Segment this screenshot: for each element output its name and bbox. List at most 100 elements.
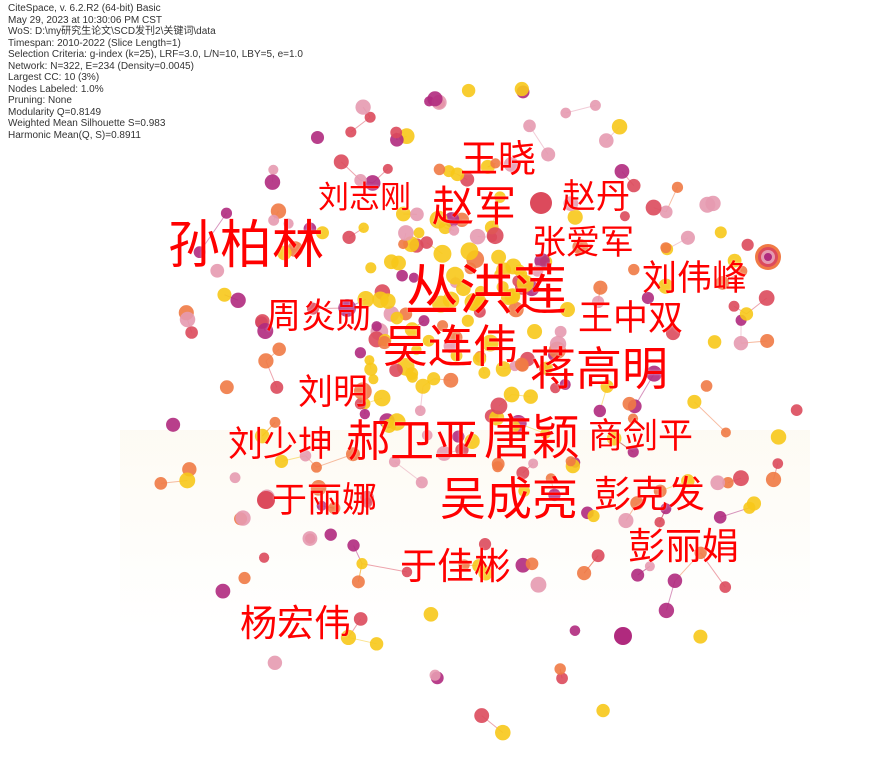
network-node[interactable] bbox=[645, 199, 662, 216]
network-node[interactable] bbox=[450, 167, 465, 182]
network-node[interactable] bbox=[299, 449, 312, 462]
network-node[interactable] bbox=[736, 265, 748, 277]
network-node[interactable] bbox=[272, 342, 286, 357]
network-node[interactable] bbox=[415, 378, 431, 394]
network-node[interactable] bbox=[486, 227, 504, 245]
network-node[interactable] bbox=[328, 502, 341, 515]
network-node[interactable] bbox=[354, 174, 367, 187]
network-node[interactable] bbox=[395, 206, 411, 222]
network-node[interactable] bbox=[405, 367, 419, 380]
network-node[interactable] bbox=[572, 239, 589, 256]
network-node[interactable] bbox=[494, 269, 505, 280]
network-node[interactable] bbox=[523, 389, 538, 404]
network-node[interactable] bbox=[342, 230, 356, 244]
network-node[interactable] bbox=[401, 566, 413, 578]
network-node[interactable] bbox=[481, 334, 499, 352]
node-label[interactable]: 丛洪莲 bbox=[405, 259, 567, 322]
network-node[interactable] bbox=[154, 477, 168, 490]
network-node[interactable] bbox=[527, 324, 543, 340]
network-node[interactable] bbox=[423, 606, 439, 622]
network-node[interactable] bbox=[560, 107, 572, 119]
network-node[interactable] bbox=[269, 416, 281, 428]
network-node[interactable] bbox=[455, 443, 469, 457]
network-node[interactable] bbox=[550, 382, 561, 394]
network-node[interactable] bbox=[491, 249, 507, 265]
node-label[interactable]: 郝卫亚 bbox=[346, 416, 478, 467]
node-label[interactable]: 刘明 bbox=[298, 373, 369, 413]
network-node[interactable] bbox=[563, 196, 579, 212]
network-node[interactable] bbox=[739, 307, 754, 321]
network-node[interactable] bbox=[715, 275, 730, 290]
network-node[interactable] bbox=[357, 290, 375, 308]
node-label[interactable]: 周炎勋 bbox=[266, 297, 372, 337]
network-node[interactable] bbox=[373, 389, 391, 407]
network-node[interactable] bbox=[699, 196, 716, 213]
network-node[interactable] bbox=[772, 458, 784, 469]
network-node[interactable] bbox=[217, 287, 232, 302]
network-node[interactable] bbox=[687, 394, 702, 409]
network-node[interactable] bbox=[229, 472, 241, 484]
network-node[interactable] bbox=[436, 445, 452, 461]
network-node[interactable] bbox=[310, 130, 325, 145]
network-node[interactable] bbox=[338, 299, 357, 317]
network-node[interactable] bbox=[388, 413, 406, 431]
network-node[interactable] bbox=[611, 119, 628, 135]
network-node[interactable] bbox=[490, 397, 508, 415]
network-node[interactable] bbox=[258, 552, 270, 563]
network-node[interactable] bbox=[628, 263, 640, 276]
network-node[interactable] bbox=[593, 280, 608, 295]
network-node[interactable] bbox=[427, 91, 443, 107]
network-node[interactable] bbox=[185, 326, 198, 339]
node-label[interactable]: 赵军 bbox=[432, 182, 517, 231]
network-node[interactable] bbox=[760, 333, 775, 348]
network-node[interactable] bbox=[545, 473, 557, 484]
network-node[interactable] bbox=[364, 111, 376, 123]
network-node[interactable] bbox=[503, 386, 520, 403]
network-node[interactable] bbox=[641, 291, 655, 305]
network-node[interactable] bbox=[358, 222, 369, 234]
network-node[interactable] bbox=[630, 496, 644, 510]
network-node[interactable] bbox=[720, 427, 731, 438]
network-node[interactable] bbox=[353, 612, 368, 626]
network-node[interactable] bbox=[627, 413, 639, 424]
network-node[interactable] bbox=[410, 207, 424, 222]
network-node[interactable] bbox=[210, 263, 225, 278]
network-node[interactable] bbox=[369, 637, 384, 651]
network-node[interactable] bbox=[382, 163, 393, 174]
network-node[interactable] bbox=[627, 446, 639, 458]
network-node[interactable] bbox=[316, 500, 327, 511]
network-node[interactable] bbox=[596, 703, 610, 718]
network-node[interactable] bbox=[528, 458, 539, 469]
node-label[interactable]: 刘少坤 bbox=[228, 425, 334, 465]
network-node[interactable] bbox=[700, 380, 713, 392]
network-node[interactable] bbox=[359, 408, 371, 420]
node-label[interactable]: 于佳彬 bbox=[400, 545, 511, 588]
network-node[interactable] bbox=[530, 192, 552, 214]
network-node[interactable] bbox=[461, 314, 474, 327]
node-label[interactable]: 蒋高明 bbox=[530, 342, 668, 396]
network-node[interactable] bbox=[302, 531, 318, 546]
network-node[interactable] bbox=[743, 501, 756, 514]
network-node[interactable] bbox=[495, 361, 512, 377]
network-node[interactable] bbox=[474, 295, 487, 308]
network-node[interactable] bbox=[693, 629, 708, 644]
network-node[interactable] bbox=[600, 379, 614, 393]
network-node[interactable] bbox=[627, 178, 641, 193]
network-node[interactable] bbox=[193, 246, 206, 259]
network-node[interactable] bbox=[257, 323, 274, 339]
network-node[interactable] bbox=[408, 272, 419, 283]
node-label[interactable]: 杨宏伟 bbox=[240, 602, 351, 645]
network-node[interactable] bbox=[340, 629, 357, 646]
network-node[interactable] bbox=[667, 573, 683, 589]
network-node[interactable] bbox=[446, 266, 464, 285]
network-node[interactable] bbox=[469, 228, 486, 245]
network-node[interactable] bbox=[505, 258, 522, 275]
network-node[interactable] bbox=[644, 561, 655, 572]
network-node[interactable] bbox=[390, 311, 404, 325]
network-node[interactable] bbox=[258, 353, 274, 369]
network-node[interactable] bbox=[707, 335, 722, 349]
network-node[interactable] bbox=[220, 207, 233, 219]
network-node[interactable] bbox=[452, 430, 465, 443]
network-node[interactable] bbox=[354, 347, 367, 359]
